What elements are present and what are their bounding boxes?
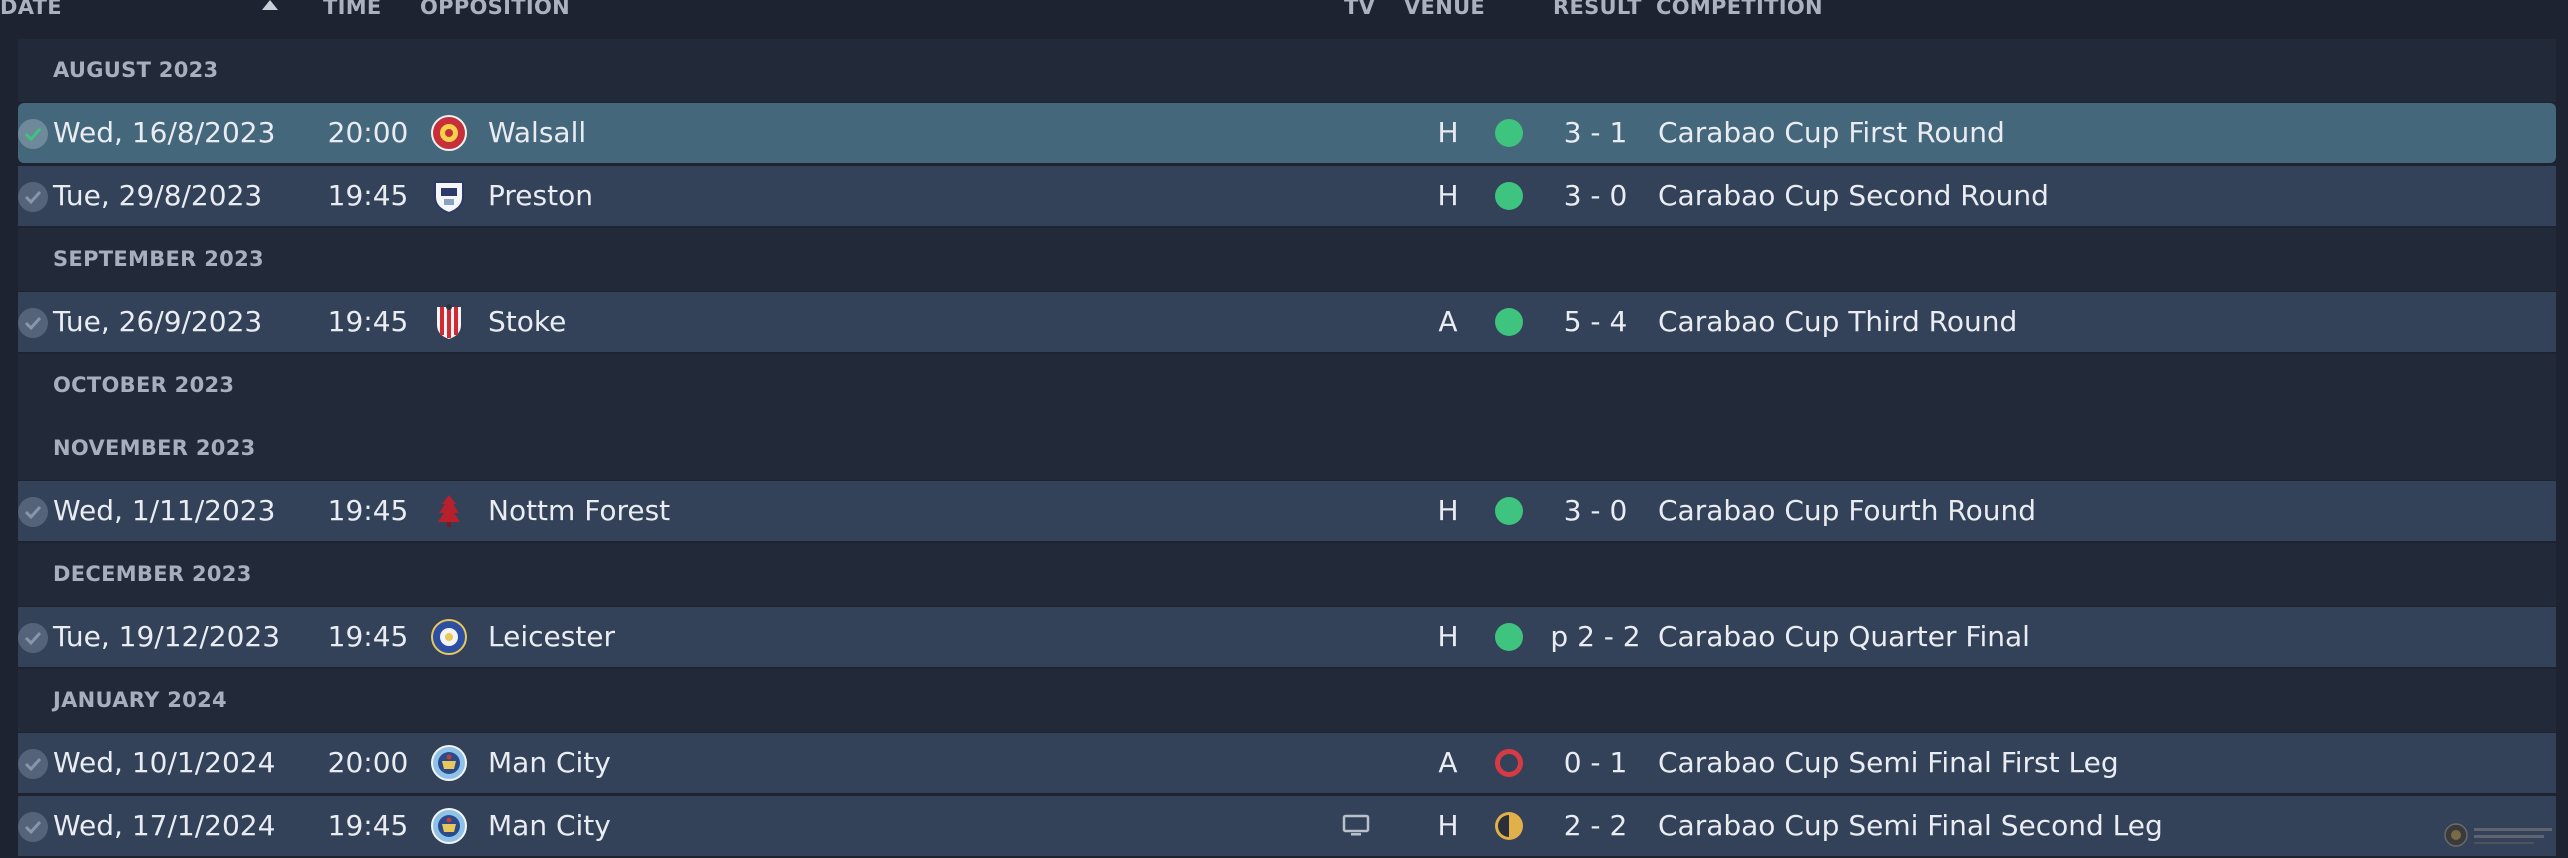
check-icon	[18, 308, 48, 338]
result-win-icon	[1493, 117, 1525, 149]
match-date: Tue, 29/8/2023	[53, 179, 263, 212]
match-time: 19:45	[327, 620, 409, 653]
opposition-name[interactable]: Man City	[488, 809, 611, 842]
month-group-header: SEPTEMBER 2023	[18, 228, 2556, 291]
check-icon	[18, 182, 48, 212]
competition-name[interactable]: Carabao Cup Semi Final Second Leg	[1658, 809, 2163, 842]
month-label: NOVEMBER 2023	[53, 436, 256, 460]
check-icon	[18, 623, 48, 653]
result-loss-icon	[1493, 747, 1525, 779]
column-header-result[interactable]: RESULT	[1553, 0, 1642, 19]
competition-name[interactable]: Carabao Cup Semi Final First Leg	[1658, 746, 2119, 779]
match-date: Tue, 26/9/2023	[53, 305, 263, 338]
check-icon	[18, 119, 48, 149]
match-time: 19:45	[327, 305, 409, 338]
result-draw-icon	[1493, 810, 1525, 842]
match-result[interactable]: 3 - 0	[1563, 494, 1628, 527]
month-group-header: JANUARY 2024	[18, 669, 2556, 732]
opposition-name[interactable]: Preston	[488, 179, 593, 212]
opposition-name[interactable]: Leicester	[488, 620, 616, 653]
result-win-icon	[1493, 621, 1525, 653]
match-venue: H	[1437, 116, 1459, 149]
competition-name[interactable]: Carabao Cup Third Round	[1658, 305, 2018, 338]
match-date: Wed, 10/1/2024	[53, 746, 276, 779]
month-group-header: OCTOBER 2023	[18, 354, 2556, 417]
fixture-row[interactable]: Tue, 29/8/2023 19:45 Preston H 3 - 0 Carabao …	[18, 166, 2556, 226]
column-header-date[interactable]: DATE	[0, 0, 62, 19]
fixture-row[interactable]: Wed, 1/11/2023 19:45 Nottm Forest H 3 - 0 Car…	[18, 481, 2556, 541]
match-result[interactable]: p 2 - 2	[1550, 620, 1641, 653]
month-label: OCTOBER 2023	[53, 373, 235, 397]
match-result[interactable]: 5 - 4	[1563, 305, 1628, 338]
fixture-row[interactable]: Wed, 16/8/2023 20:00 Walsall H 3 - 1 Carabao …	[18, 103, 2556, 163]
match-venue: H	[1437, 620, 1459, 653]
match-date: Wed, 17/1/2024	[53, 809, 276, 842]
fixture-row[interactable]: Wed, 17/1/2024 19:45 Man City H 2 - 2 Carabao…	[18, 796, 2556, 856]
tv-icon	[1342, 814, 1370, 838]
opposition-name[interactable]: Walsall	[488, 116, 587, 149]
month-label: AUGUST 2023	[53, 58, 219, 82]
club-crest-icon[interactable]	[430, 303, 468, 341]
match-time: 19:45	[327, 494, 409, 527]
column-header-venue[interactable]: VENUE	[1404, 0, 1486, 19]
match-result[interactable]: 3 - 0	[1563, 179, 1628, 212]
club-crest-icon[interactable]	[430, 492, 468, 530]
competition-name[interactable]: Carabao Cup Second Round	[1658, 179, 2049, 212]
match-result[interactable]: 3 - 1	[1563, 116, 1628, 149]
opposition-name[interactable]: Stoke	[488, 305, 567, 338]
match-time: 20:00	[327, 746, 409, 779]
opposition-name[interactable]: Nottm Forest	[488, 494, 671, 527]
watermark-logo	[2444, 823, 2552, 847]
result-win-icon	[1493, 306, 1525, 338]
competition-name[interactable]: Carabao Cup Quarter Final	[1658, 620, 2030, 653]
match-time: 19:45	[327, 809, 409, 842]
result-win-icon	[1493, 180, 1525, 212]
competition-name[interactable]: Carabao Cup First Round	[1658, 116, 2005, 149]
sort-ascending-icon[interactable]	[262, 0, 278, 10]
month-label: SEPTEMBER 2023	[53, 247, 264, 271]
month-group-header: DECEMBER 2023	[18, 543, 2556, 606]
opposition-name[interactable]: Man City	[488, 746, 611, 779]
match-venue: H	[1437, 179, 1459, 212]
match-venue: H	[1437, 494, 1459, 527]
competition-name[interactable]: Carabao Cup Fourth Round	[1658, 494, 2037, 527]
result-win-icon	[1493, 495, 1525, 527]
match-date: Tue, 19/12/2023	[53, 620, 281, 653]
column-header-time[interactable]: TIME	[323, 0, 382, 19]
club-crest-icon[interactable]	[430, 177, 468, 215]
month-label: DECEMBER 2023	[53, 562, 252, 586]
club-crest-icon[interactable]	[430, 114, 468, 152]
column-header-competition[interactable]: COMPETITION	[1656, 0, 1823, 19]
match-venue: A	[1438, 746, 1458, 779]
column-header-tv[interactable]: TV	[1344, 0, 1376, 19]
match-time: 20:00	[327, 116, 409, 149]
club-crest-icon[interactable]	[430, 618, 468, 656]
check-icon	[18, 749, 48, 779]
month-group-header: AUGUST 2023	[18, 39, 2556, 102]
month-label: JANUARY 2024	[53, 688, 227, 712]
match-date: Wed, 16/8/2023	[53, 116, 276, 149]
club-crest-icon[interactable]	[430, 807, 468, 845]
check-icon	[18, 497, 48, 527]
month-group-header: NOVEMBER 2023	[18, 417, 2556, 480]
fixture-row[interactable]: Wed, 10/1/2024 20:00 Man City A 0 - 1 Carabao…	[18, 733, 2556, 793]
match-result[interactable]: 0 - 1	[1563, 746, 1628, 779]
club-crest-icon[interactable]	[430, 744, 468, 782]
fixture-row[interactable]: Tue, 26/9/2023 19:45 Stoke A 5 - 4 Carabao Cu…	[18, 292, 2556, 352]
column-header-opposition[interactable]: OPPOSITION	[420, 0, 570, 19]
match-venue: H	[1437, 809, 1459, 842]
match-result[interactable]: 2 - 2	[1563, 809, 1628, 842]
match-date: Wed, 1/11/2023	[53, 494, 276, 527]
match-time: 19:45	[327, 179, 409, 212]
check-icon	[18, 812, 48, 842]
table-header: DATE TIME OPPOSITION TV VENUE RESULT COM…	[0, 0, 2568, 28]
match-venue: A	[1438, 305, 1458, 338]
